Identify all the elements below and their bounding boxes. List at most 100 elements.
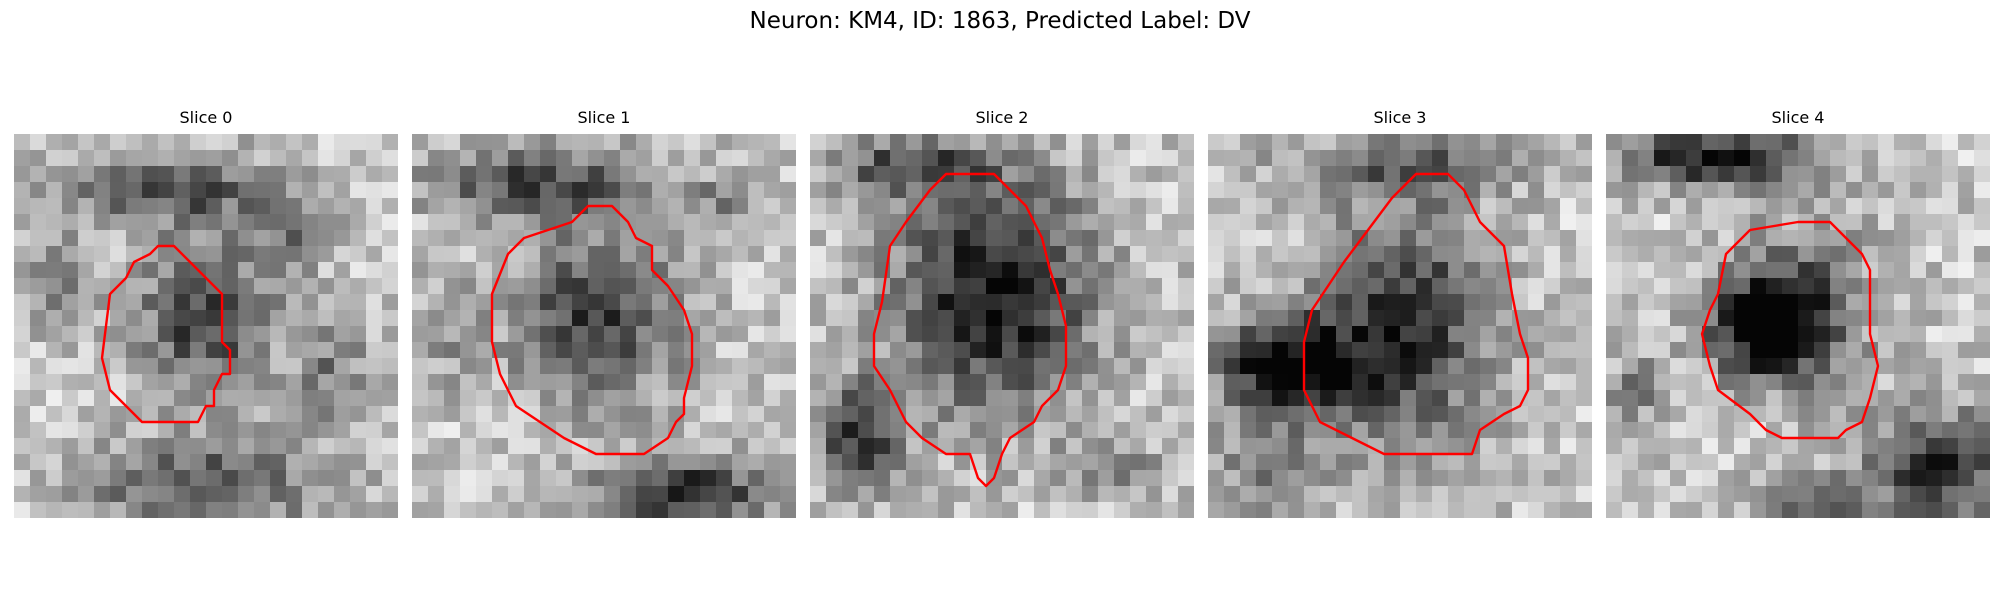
pixel-cell bbox=[1782, 374, 1798, 390]
pixel-cell bbox=[1718, 454, 1734, 470]
pixel-cell bbox=[1082, 294, 1098, 310]
pixel-cell bbox=[1256, 150, 1272, 166]
pixel-cell bbox=[556, 358, 572, 374]
pixel-cell bbox=[906, 374, 922, 390]
pixel-cell bbox=[1034, 502, 1050, 518]
pixel-cell bbox=[1448, 262, 1464, 278]
pixel-cell bbox=[764, 406, 780, 422]
pixel-cell bbox=[1034, 422, 1050, 438]
pixel-cell bbox=[572, 278, 588, 294]
pixel-cell bbox=[1432, 438, 1448, 454]
pixel-cell bbox=[556, 134, 572, 150]
pixel-cell bbox=[350, 374, 366, 390]
pixel-cell bbox=[1638, 198, 1654, 214]
pixel-cell bbox=[1480, 198, 1496, 214]
pixel-cell bbox=[1686, 374, 1702, 390]
pixel-cell bbox=[366, 390, 382, 406]
pixel-cell bbox=[1894, 230, 1910, 246]
pixel-cell bbox=[1528, 182, 1544, 198]
pixel-cell bbox=[716, 454, 732, 470]
pixel-cell bbox=[1878, 294, 1894, 310]
pixel-cell bbox=[238, 326, 254, 342]
pixel-cell bbox=[1686, 422, 1702, 438]
pixel-cell bbox=[588, 246, 604, 262]
pixel-cell bbox=[556, 470, 572, 486]
pixel-cell bbox=[238, 166, 254, 182]
pixel-cell bbox=[1288, 262, 1304, 278]
pixel-cell bbox=[1018, 454, 1034, 470]
pixel-cell bbox=[1066, 230, 1082, 246]
pixel-cell bbox=[1926, 214, 1942, 230]
pixel-cell bbox=[1416, 438, 1432, 454]
pixel-cell bbox=[270, 342, 286, 358]
pixel-cell bbox=[810, 262, 826, 278]
pixel-cell bbox=[158, 310, 174, 326]
pixel-cell bbox=[1320, 374, 1336, 390]
pixel-cell bbox=[1002, 246, 1018, 262]
pixel-cell bbox=[588, 470, 604, 486]
pixel-cell bbox=[1958, 198, 1974, 214]
pixel-cell bbox=[858, 198, 874, 214]
pixel-cell bbox=[1130, 198, 1146, 214]
pixel-cell bbox=[1750, 294, 1766, 310]
pixel-cell bbox=[922, 198, 938, 214]
pixel-cell bbox=[302, 166, 318, 182]
pixel-cell bbox=[14, 150, 30, 166]
pixel-cell bbox=[158, 374, 174, 390]
pixel-cell bbox=[1066, 406, 1082, 422]
pixel-cell bbox=[826, 182, 842, 198]
pixel-cell bbox=[1352, 502, 1368, 518]
pixel-cell bbox=[556, 374, 572, 390]
pixel-cell bbox=[1050, 358, 1066, 374]
pixel-cell bbox=[1942, 390, 1958, 406]
pixel-cell bbox=[254, 326, 270, 342]
pixel-cell bbox=[428, 214, 444, 230]
pixel-cell bbox=[1830, 390, 1846, 406]
pixel-cell bbox=[94, 134, 110, 150]
pixel-cell bbox=[1496, 246, 1512, 262]
pixel-cell bbox=[174, 358, 190, 374]
pixel-cell bbox=[1162, 294, 1178, 310]
pixel-cell bbox=[1718, 342, 1734, 358]
pixel-cell bbox=[668, 326, 684, 342]
pixel-cell bbox=[1416, 134, 1432, 150]
pixel-cell bbox=[1942, 470, 1958, 486]
slice-image-1 bbox=[412, 134, 796, 518]
pixel-cell bbox=[1114, 166, 1130, 182]
pixel-cell bbox=[1352, 246, 1368, 262]
pixel-cell bbox=[62, 246, 78, 262]
pixel-cell bbox=[604, 390, 620, 406]
pixel-cell bbox=[1894, 342, 1910, 358]
pixel-cell bbox=[1670, 374, 1686, 390]
pixel-cell bbox=[508, 134, 524, 150]
pixel-cell bbox=[1416, 358, 1432, 374]
pixel-cell bbox=[1400, 166, 1416, 182]
pixel-cell bbox=[1734, 214, 1750, 230]
pixel-cell bbox=[1432, 326, 1448, 342]
pixel-cell bbox=[382, 374, 398, 390]
pixel-cell bbox=[1256, 310, 1272, 326]
pixel-cell bbox=[350, 390, 366, 406]
pixel-cell bbox=[748, 406, 764, 422]
pixel-cell bbox=[986, 246, 1002, 262]
pixel-cell bbox=[492, 182, 508, 198]
pixel-cell bbox=[1560, 390, 1576, 406]
pixel-cell bbox=[1974, 150, 1990, 166]
pixel-cell bbox=[1560, 502, 1576, 518]
pixel-cell bbox=[684, 502, 700, 518]
pixel-cell bbox=[126, 150, 142, 166]
pixel-cell bbox=[1240, 182, 1256, 198]
slice-title-4: Slice 4 bbox=[1771, 108, 1825, 127]
pixel-cell bbox=[1654, 214, 1670, 230]
pixel-cell bbox=[1750, 390, 1766, 406]
pixel-cell bbox=[382, 166, 398, 182]
pixel-cell bbox=[842, 326, 858, 342]
pixel-cell bbox=[716, 198, 732, 214]
pixel-cell bbox=[14, 502, 30, 518]
pixel-cell bbox=[1480, 390, 1496, 406]
pixel-cell bbox=[524, 358, 540, 374]
pixel-cell bbox=[1512, 502, 1528, 518]
pixel-cell bbox=[1464, 230, 1480, 246]
pixel-cell bbox=[1352, 134, 1368, 150]
pixel-cell bbox=[540, 454, 556, 470]
